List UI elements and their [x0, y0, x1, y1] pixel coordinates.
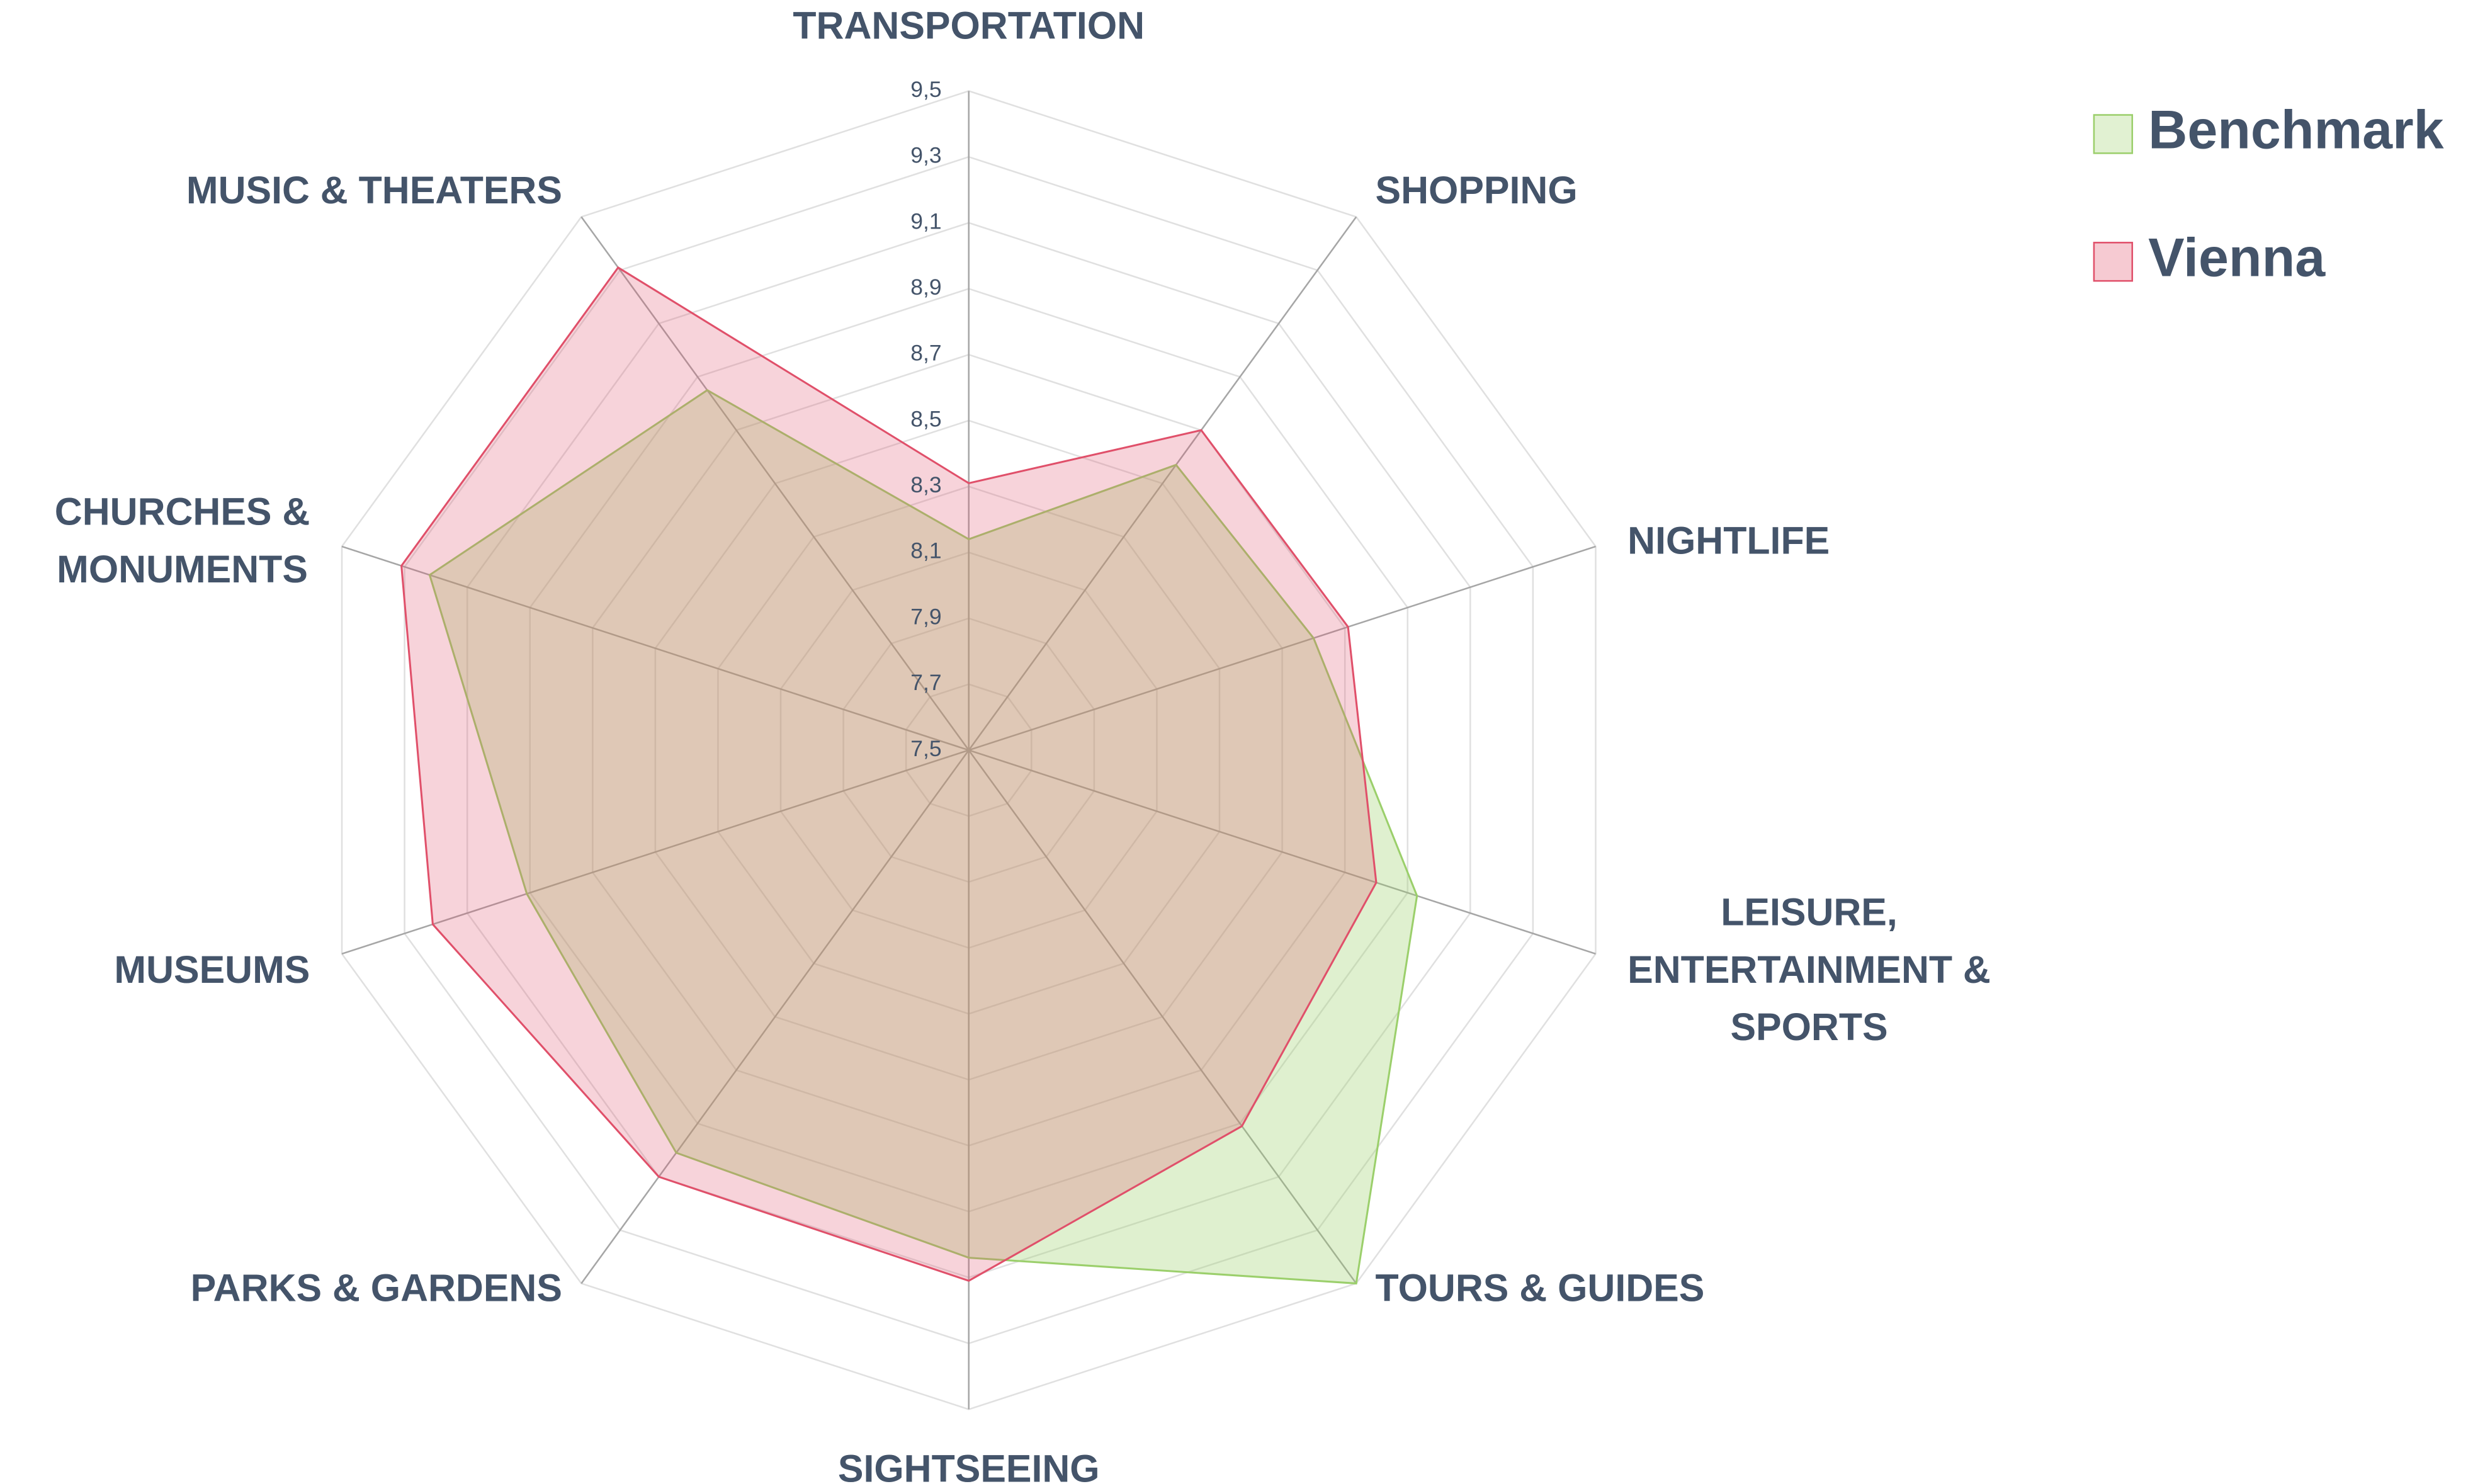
- y-tick-label: 7,9: [910, 604, 941, 629]
- spoke: [580, 749, 970, 1284]
- spoke: [968, 749, 1357, 1284]
- y-tick-label: 9,5: [910, 77, 941, 102]
- category-label: NIGHTLIFE: [1627, 519, 1830, 562]
- legend-swatch: [2093, 242, 2134, 282]
- legend-label: Vienna: [2148, 228, 2326, 288]
- legend-swatch: [2093, 114, 2134, 154]
- y-tick-label: 8,7: [910, 341, 941, 366]
- category-label: MUSEUMS: [114, 948, 310, 991]
- y-tick-label: 9,1: [910, 208, 941, 234]
- spoke: [580, 216, 970, 751]
- category-label: SIGHTSEEING: [838, 1447, 1100, 1484]
- category-label: TOURS & GUIDES: [1376, 1266, 1705, 1309]
- y-tick-label: 8,5: [910, 406, 941, 431]
- spoke: [341, 545, 970, 751]
- category-label: MUSIC & THEATERS: [186, 169, 562, 212]
- spoke: [968, 749, 1596, 955]
- category-label: LEISURE, ENTERTAINMENT & SPORTS: [1627, 891, 1991, 1049]
- category-label: TRANSPORTATION: [793, 4, 1145, 47]
- legend-label: Benchmark: [2148, 100, 2445, 161]
- series-area: [428, 388, 1418, 1285]
- category-label: CHURCHES & MONUMENTS: [55, 490, 310, 591]
- y-tick-label: 8,3: [910, 472, 941, 497]
- y-tick-label: 7,7: [910, 670, 941, 695]
- spoke: [968, 545, 1596, 751]
- y-tick-label: 8,1: [910, 538, 941, 564]
- spoke: [341, 749, 970, 955]
- y-tick-label: 7,5: [910, 736, 941, 761]
- series-area: [400, 266, 1378, 1282]
- y-tick-label: 8,9: [910, 275, 941, 300]
- category-label: PARKS & GARDENS: [191, 1266, 562, 1309]
- category-label: SHOPPING: [1376, 169, 1578, 212]
- y-tick-label: 9,3: [910, 143, 941, 168]
- spoke: [968, 216, 1357, 751]
